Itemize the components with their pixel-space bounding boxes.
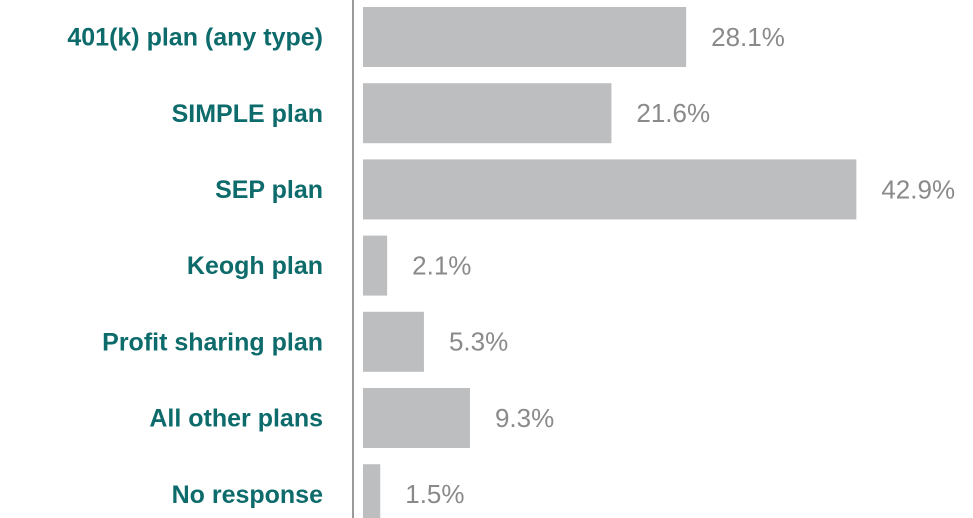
bar (363, 235, 388, 296)
category-label: SEP plan (215, 176, 323, 204)
category-label: All other plans (149, 405, 323, 433)
value-label: 28.1% (711, 22, 785, 52)
category-label: No response (172, 481, 324, 509)
bar (363, 7, 687, 67)
value-label: 21.6% (636, 98, 710, 128)
category-label: 401(k) plan (any type) (67, 24, 323, 52)
value-label: 9.3% (495, 403, 554, 433)
bar (363, 388, 470, 448)
category-label: SIMPLE plan (172, 100, 323, 128)
bar (363, 83, 612, 144)
value-label: 2.1% (412, 250, 471, 280)
value-label: 5.3% (449, 327, 508, 357)
category-label: Profit sharing plan (102, 328, 323, 356)
bar (363, 311, 424, 372)
value-label: 42.9% (881, 174, 955, 204)
category-label: Keogh plan (187, 252, 323, 280)
bar (363, 159, 857, 220)
bar (363, 464, 381, 518)
value-label: 1.5% (405, 479, 464, 509)
